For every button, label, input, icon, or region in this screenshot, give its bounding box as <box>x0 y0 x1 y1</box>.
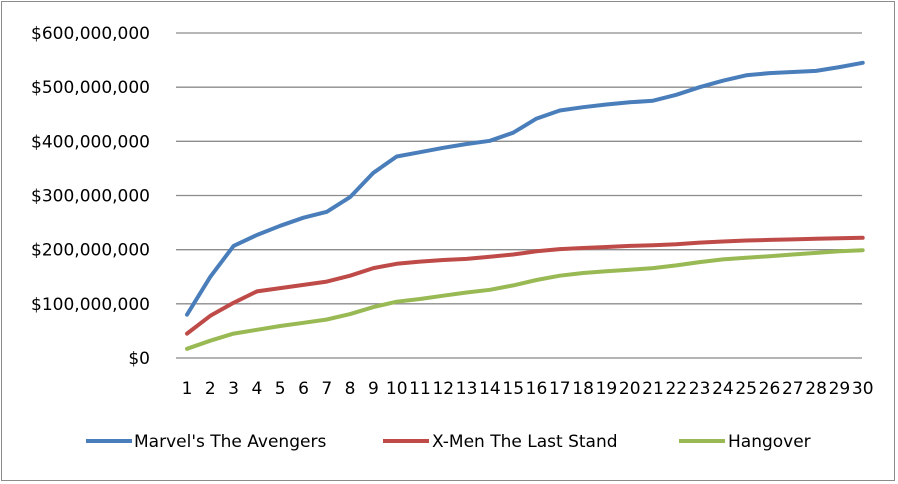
x-tick-label: 26 <box>759 379 781 399</box>
x-tick-label: 15 <box>502 379 524 399</box>
x-tick-label: 14 <box>479 379 501 399</box>
series-lines <box>185 60 865 351</box>
x-tick-label: 21 <box>642 379 664 399</box>
y-tick-label: $500,000,000 <box>31 78 150 98</box>
x-tick-label: 28 <box>805 379 827 399</box>
x-tick-label: 27 <box>782 379 804 399</box>
y-tick-label: $400,000,000 <box>31 132 150 152</box>
x-tick-label: 4 <box>251 379 262 399</box>
x-tick-label: 18 <box>572 379 594 399</box>
x-tick-label: 3 <box>228 379 239 399</box>
x-tick-label: 19 <box>596 379 618 399</box>
series-line <box>185 248 865 351</box>
x-tick-label: 6 <box>298 379 309 399</box>
x-tick-label: 29 <box>829 379 851 399</box>
x-axis: 1 2 3 4 5 6 7 8 9 10 11 12 13 14 15 16 17 18 19 20 21 22 23 24 2… <box>182 379 874 399</box>
x-tick-label: 16 <box>526 379 548 399</box>
gridlines <box>176 32 862 359</box>
y-tick-label: $200,000,000 <box>31 241 150 261</box>
legend-label: X-Men The Last Stand <box>432 432 618 452</box>
x-tick-label: 9 <box>368 379 379 399</box>
x-tick-label: 22 <box>665 379 687 399</box>
legend-label: Hangover <box>728 432 811 452</box>
x-tick-label: 13 <box>456 379 478 399</box>
x-tick-label: 23 <box>689 379 711 399</box>
x-tick-label: 1 <box>182 379 193 399</box>
legend: Marvel's The Avengers X-Men The Last Stan… <box>86 432 811 452</box>
y-tick-label: $100,000,000 <box>31 295 150 315</box>
y-tick-label: $0 <box>128 349 150 369</box>
x-tick-label: 12 <box>432 379 454 399</box>
y-tick-label: $300,000,000 <box>31 187 150 207</box>
x-tick-label: 2 <box>205 379 216 399</box>
y-tick-label: $600,000,000 <box>31 24 150 44</box>
x-tick-label: 30 <box>852 379 874 399</box>
x-tick-label: 11 <box>409 379 431 399</box>
x-tick-label: 17 <box>549 379 571 399</box>
series-line <box>185 60 865 317</box>
y-axis: $0 $100,000,000 $200,000,000 $300,000,000 $4… <box>31 24 150 369</box>
x-tick-label: 7 <box>321 379 332 399</box>
x-tick-label: 25 <box>735 379 757 399</box>
x-tick-label: 10 <box>386 379 408 399</box>
x-tick-label: 8 <box>345 379 356 399</box>
legend-label: Marvel's The Avengers <box>134 432 326 452</box>
x-tick-label: 20 <box>619 379 641 399</box>
x-tick-label: 5 <box>275 379 286 399</box>
x-tick-label: 24 <box>712 379 734 399</box>
series-line <box>185 235 865 336</box>
